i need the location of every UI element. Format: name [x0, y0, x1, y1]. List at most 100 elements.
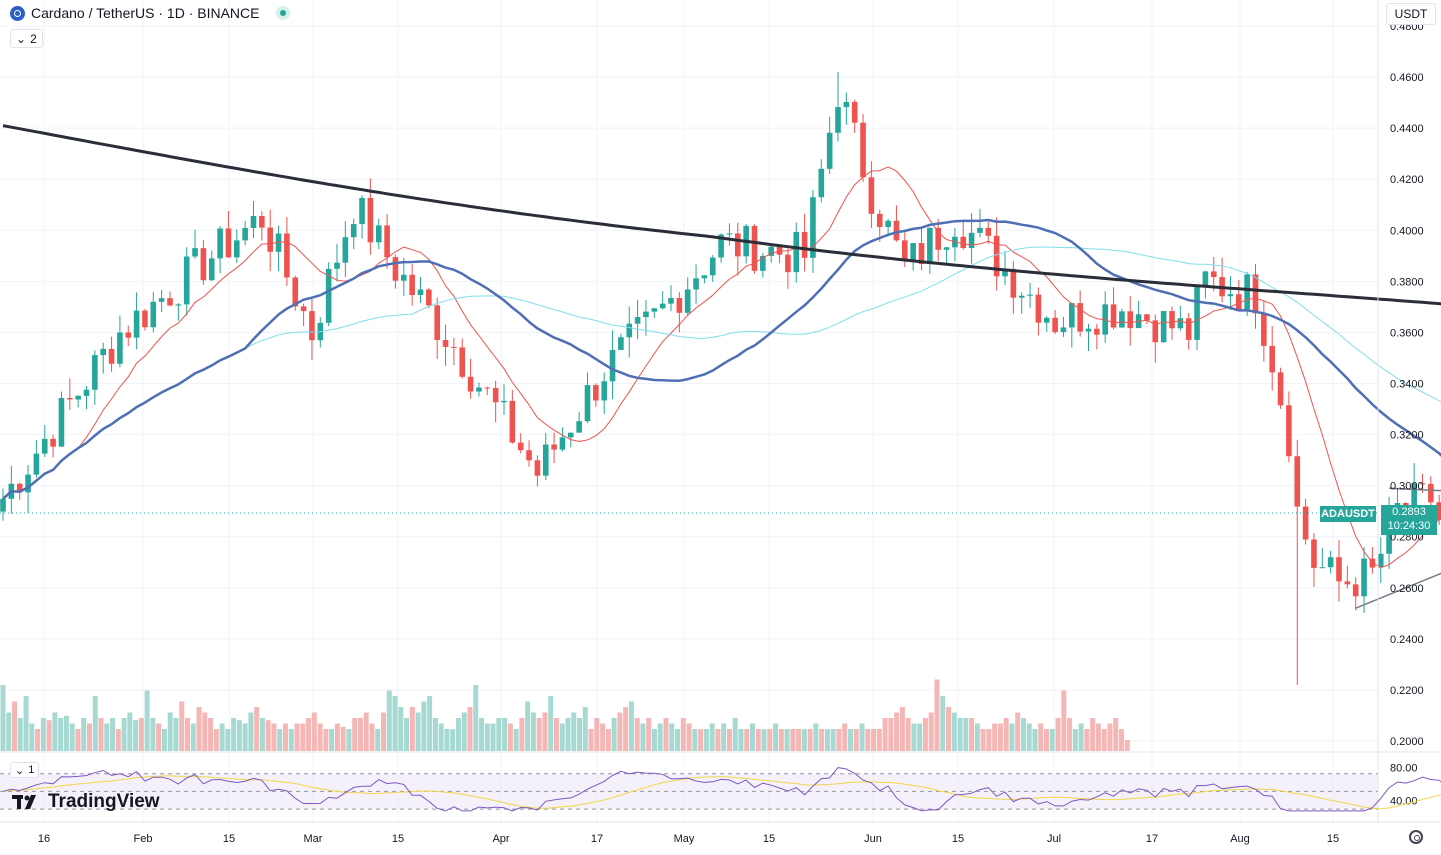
candle-body — [434, 305, 440, 341]
volume-bar — [1015, 712, 1021, 751]
time-axis[interactable]: 16 Feb 15 Mar 15 Apr 17 May 15 Jun 15 Jul 17 Aug 15 — [0, 821, 1441, 845]
time-tick-label: 15 — [392, 833, 404, 845]
time-tick-label: Jun — [864, 833, 882, 845]
candle-body — [417, 289, 424, 295]
candle-body — [785, 254, 791, 273]
price-tick-label: 0.3400 — [1390, 379, 1424, 391]
volume-bar — [732, 718, 738, 751]
candle-body — [1152, 320, 1159, 343]
volume-bar — [917, 723, 923, 751]
volume-bar — [404, 718, 410, 751]
moving-average-line — [2, 166, 1441, 568]
candle-body — [1027, 294, 1033, 296]
candle-body — [1002, 268, 1008, 277]
volume-bar — [271, 723, 277, 751]
candle-body — [626, 323, 633, 338]
candle-body — [125, 332, 132, 338]
volume-bar — [559, 723, 565, 751]
volume-bar — [219, 723, 225, 751]
last-price-value: 0.2893 — [1392, 506, 1426, 518]
candle-body — [676, 298, 683, 313]
candle-body — [559, 437, 566, 450]
triangle-trendlines[interactable] — [1355, 487, 1441, 609]
volume-bar — [934, 679, 940, 751]
candle-body — [1294, 456, 1301, 507]
volume-bar — [726, 729, 732, 751]
candle-body — [501, 400, 507, 403]
volume-bar — [277, 729, 283, 751]
volume-bar — [254, 707, 260, 751]
settings-gear-icon[interactable] — [1409, 830, 1423, 844]
volume-bar — [778, 729, 784, 751]
volume-bar — [375, 729, 381, 751]
volume-bar — [415, 712, 421, 751]
candle-body — [818, 168, 825, 198]
volume-bar — [208, 718, 214, 751]
chevron-down-icon: ⌄ — [15, 764, 25, 777]
candle-body — [760, 255, 766, 271]
volume-bar — [444, 729, 450, 751]
volume-bar — [144, 690, 150, 751]
candle-body — [1069, 303, 1075, 328]
candle-body — [751, 225, 758, 271]
volume-bar — [969, 718, 975, 751]
moving-average-line — [2, 246, 1441, 500]
candle-body — [1269, 345, 1275, 373]
volume-bar — [928, 712, 934, 751]
volume-bar — [17, 718, 23, 751]
volume-bar — [386, 690, 392, 751]
volume-bar — [283, 723, 288, 751]
candle-body — [342, 237, 349, 263]
volume-bar — [110, 718, 116, 751]
volume-bar — [922, 718, 928, 751]
volume-bar — [773, 723, 779, 751]
candle-body — [1277, 372, 1284, 406]
volume-bar — [340, 726, 346, 751]
candle-body — [634, 317, 641, 324]
volume-bar — [490, 723, 496, 751]
volume-bar — [796, 729, 802, 751]
candle-body — [509, 400, 516, 443]
volume-bar — [225, 729, 231, 751]
time-tick-label: 15 — [223, 833, 235, 845]
volume-bar — [744, 729, 750, 751]
volume-bar — [634, 718, 640, 751]
volume-bar — [911, 723, 917, 751]
price-axis[interactable]: 0.20000.22000.24000.26000.28000.30000.32… — [1377, 0, 1424, 822]
volume-bar — [871, 729, 877, 751]
volume-bar — [1009, 723, 1015, 751]
tradingview-logo[interactable]: TradingView — [12, 791, 160, 813]
volume-bar — [548, 696, 554, 751]
candle-body — [1236, 294, 1242, 310]
indicators-count: 2 — [30, 31, 37, 46]
volume-bar — [646, 718, 652, 751]
candle-body — [100, 348, 106, 356]
volume-bar — [957, 718, 963, 751]
moving-averages — [2, 124, 1441, 568]
currency-button[interactable]: USDT — [1386, 3, 1436, 25]
volume-bar — [461, 712, 467, 751]
candle-body — [1227, 294, 1234, 297]
candle-body — [1411, 483, 1417, 510]
volume-bar — [605, 729, 611, 751]
candle-body — [735, 233, 741, 257]
rsi-indicators-toggle[interactable]: ⌄ 1 — [10, 762, 40, 778]
time-tick-label: Mar — [304, 833, 323, 845]
volume-bar — [242, 723, 248, 751]
candle-body — [668, 298, 674, 304]
indicators-toggle[interactable]: ⌄ 2 — [10, 29, 43, 48]
volume-bar — [997, 723, 1003, 751]
candle-body — [442, 340, 449, 347]
volume-bar — [951, 712, 957, 751]
symbol-header[interactable]: Cardano / TetherUS · 1D · BINANCE — [10, 5, 290, 21]
candle-body — [467, 376, 474, 392]
volume-bar — [317, 723, 323, 751]
volume-bar — [703, 729, 709, 751]
volume-bar — [40, 718, 46, 751]
volume-bar — [150, 718, 156, 751]
volume-bar — [657, 723, 663, 751]
volume-bar — [0, 685, 6, 751]
rsi-ma-line — [2, 775, 1441, 810]
volume-bar — [196, 707, 202, 751]
